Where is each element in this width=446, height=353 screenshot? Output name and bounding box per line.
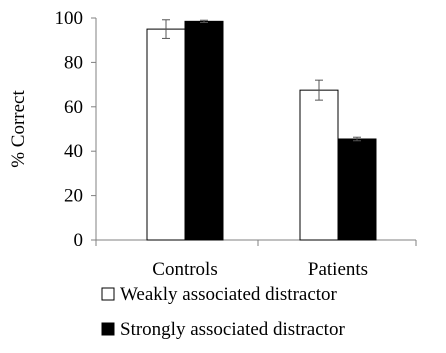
chart-labels: 0 20 40 60 80 100 % Correct Controls Patients	[8, 8, 368, 280]
y-tick-label: 20	[64, 186, 83, 207]
bar-strong-controls	[184, 20, 224, 241]
y-tick-label: 40	[64, 141, 83, 162]
legend-label-weak: Weakly associated distractor	[120, 284, 338, 305]
y-tick-label: 60	[64, 97, 83, 118]
y-tick-label: 0	[74, 230, 84, 251]
legend-swatch-weak	[101, 287, 115, 301]
y-axis-title: % Correct	[8, 90, 29, 168]
category-label-patients: Patients	[308, 259, 368, 280]
bar-weak-patients	[299, 89, 339, 241]
chart-bars	[146, 19, 377, 241]
bar-weak-controls	[146, 28, 186, 241]
bar-strong-patients	[337, 138, 377, 241]
legend-label-strong: Strongly associated distractor	[120, 319, 345, 340]
category-label-controls: Controls	[152, 259, 217, 280]
chart-legend: Weakly associated distractor Strongly ass…	[101, 284, 345, 340]
y-tick-label: 100	[55, 8, 84, 29]
y-tick-label: 80	[64, 52, 83, 73]
legend-swatch-strong	[101, 322, 115, 336]
